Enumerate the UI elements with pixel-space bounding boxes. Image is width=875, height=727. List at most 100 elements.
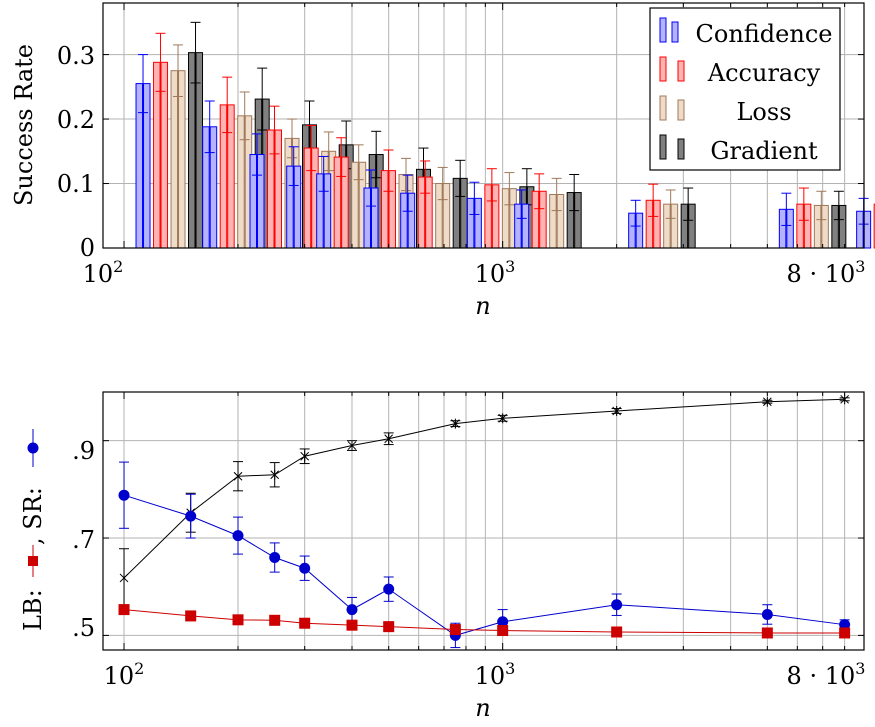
point-square [346, 619, 358, 631]
point-circle [761, 608, 773, 620]
bar-loss [556, 193, 565, 249]
point-circle [839, 619, 851, 631]
bar-gradient [566, 192, 575, 249]
point-square [497, 625, 509, 637]
bar-accuracy [803, 203, 812, 249]
bottom-xtick-8000: 8 · 103 [787, 659, 866, 690]
bar-accuracy [153, 61, 161, 249]
bar-confidence [628, 212, 636, 249]
legend-swatch-confidence-b [671, 21, 679, 43]
point-circle [383, 583, 395, 595]
legend: Confidence Accuracy Loss Gradient [649, 7, 841, 171]
top-ylabel: Success Rate [10, 44, 38, 206]
bar-gradient [195, 52, 204, 249]
bar-loss [435, 183, 443, 249]
bar-gradient [831, 204, 839, 249]
point-circle [118, 489, 130, 501]
bar-confidence [209, 126, 218, 249]
bar-confidence [863, 210, 872, 249]
bar-accuracy [796, 203, 804, 249]
point-circle [269, 552, 281, 564]
bar-accuracy [484, 184, 492, 249]
legend-label-confidence: Confidence [696, 20, 833, 48]
bar-loss [170, 70, 179, 249]
bar-loss [821, 204, 829, 249]
bottom-series [118, 394, 851, 649]
top-plot-frame [102, 2, 865, 249]
bar-confidence [856, 210, 864, 249]
bar-confidence [363, 187, 371, 249]
bar-accuracy [653, 199, 661, 249]
top-xtick-8000: 8 · 103 [787, 257, 866, 288]
bottom-grid [103, 392, 865, 650]
bar-accuracy [274, 129, 283, 249]
legend-label-loss: Loss [736, 98, 791, 126]
bar-accuracy [417, 176, 426, 249]
bar-confidence [323, 173, 332, 249]
bar-gradient [460, 177, 468, 249]
bar-loss [663, 203, 671, 249]
legend-swatch-loss-b [677, 99, 685, 121]
top-ytick-0: 0 [80, 234, 95, 262]
legend-swatch-gradient-b [677, 138, 685, 160]
bar-loss [237, 115, 245, 249]
bar-confidence [293, 165, 302, 249]
point-square [839, 627, 851, 639]
bottom-ytick-.7: .7 [72, 526, 95, 554]
bar-accuracy [539, 190, 547, 249]
bar-accuracy [491, 184, 500, 249]
bar-accuracy [267, 129, 275, 249]
bottom-ticks [103, 392, 865, 650]
top-ytick-0.2: 0.2 [57, 106, 95, 134]
top-ytick-0.1: 0.1 [57, 170, 95, 198]
bottom-ylabel-lb: LB: [19, 582, 47, 631]
bar-loss [501, 188, 510, 249]
bar-confidence [286, 165, 294, 249]
point-square [232, 614, 244, 626]
bottom-xtick-1000: 103 [475, 659, 516, 690]
bar-accuracy [380, 170, 389, 249]
legend-label-gradient: Gradient [710, 137, 818, 165]
legend-swatch-confidence-a [659, 17, 667, 43]
series-line-star [123, 398, 845, 579]
legend-label-accuracy: Accuracy [707, 59, 821, 87]
bar-gradient [838, 204, 847, 249]
legend-swatch-loss-a [659, 95, 667, 121]
bar-confidence [316, 173, 324, 249]
top-bars [135, 21, 875, 249]
bar-confidence [202, 126, 210, 249]
bar-loss [442, 183, 451, 249]
bar-accuracy [425, 176, 433, 249]
bar-gradient [452, 177, 461, 249]
bar-gradient [680, 203, 689, 249]
lb-sr-line-chart: .5 .7 .9 102 103 8 · 103 n LB: , SR: [19, 391, 866, 722]
point-square [761, 627, 773, 639]
bar-gradient [188, 52, 196, 249]
bar-confidence [778, 208, 787, 249]
bar-accuracy [645, 199, 654, 249]
point-square [449, 624, 461, 636]
bar-accuracy [531, 190, 540, 249]
lb-legend-marker-icon [28, 556, 38, 566]
bar-accuracy [219, 104, 228, 249]
legend-swatch-gradient-a [659, 134, 667, 160]
bar-confidence [143, 83, 151, 249]
legend-swatch-accuracy-b [677, 60, 685, 82]
bar-accuracy [333, 156, 342, 249]
top-ticks [103, 3, 865, 249]
bottom-ytick-.9: .9 [72, 437, 95, 465]
bottom-plot-frame [102, 391, 865, 651]
bar-confidence [466, 197, 475, 249]
bar-loss [813, 204, 822, 249]
top-ytick-0.3: 0.3 [57, 42, 95, 70]
legend-item-accuracy: Accuracy [659, 56, 821, 87]
bar-confidence [370, 187, 379, 249]
point-circle [232, 530, 244, 542]
point-circle [299, 562, 311, 574]
bottom-ylabel-sr: , SR: [19, 480, 47, 545]
bar-confidence [474, 197, 482, 249]
bar-confidence [135, 83, 144, 249]
top-xtick-100: 102 [83, 257, 124, 288]
bar-accuracy [303, 147, 312, 249]
